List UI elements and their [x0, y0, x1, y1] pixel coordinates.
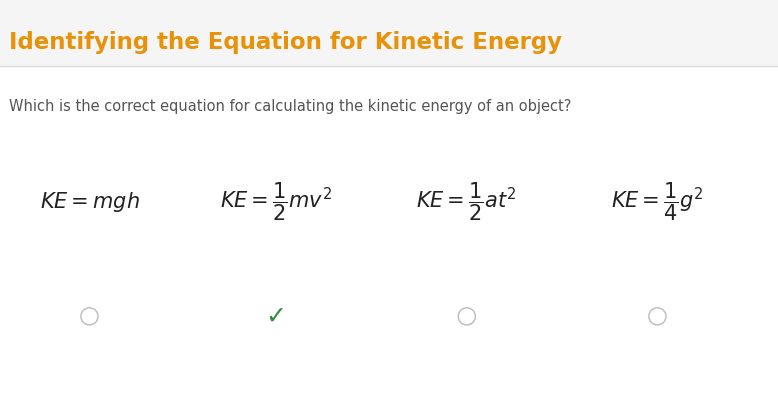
Text: $KE = \dfrac{1}{2}at^2$: $KE = \dfrac{1}{2}at^2$ — [416, 180, 517, 223]
Text: ✓: ✓ — [266, 304, 286, 328]
Text: Identifying the Equation for Kinetic Energy: Identifying the Equation for Kinetic Ene… — [9, 31, 562, 54]
Text: Which is the correct equation for calculating the kinetic energy of an object?: Which is the correct equation for calcul… — [9, 99, 572, 114]
Text: $KE = \dfrac{1}{2}mv^2$: $KE = \dfrac{1}{2}mv^2$ — [220, 180, 332, 223]
Text: $KE = mgh$: $KE = mgh$ — [40, 189, 139, 214]
FancyBboxPatch shape — [0, 0, 778, 66]
Text: $KE = \dfrac{1}{4}g^2$: $KE = \dfrac{1}{4}g^2$ — [612, 180, 703, 223]
